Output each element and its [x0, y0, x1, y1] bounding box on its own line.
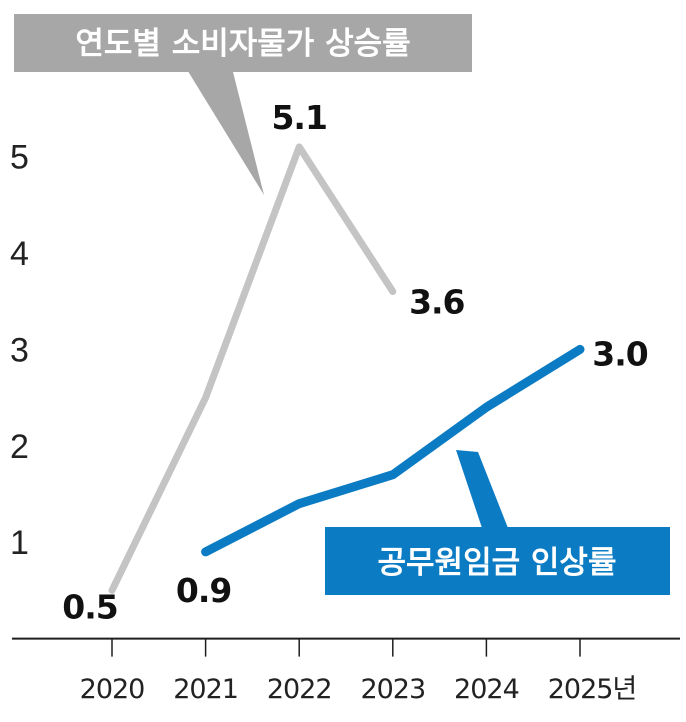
legend-label-civil-servant-wage: 공무원임금 인상률 [378, 545, 617, 581]
y-tick-label: 4 [10, 235, 29, 273]
legend-box-consumer-price [14, 14, 472, 72]
legend-box-civil-servant-wage [325, 527, 670, 595]
callout-pointer [456, 450, 508, 528]
x-tick-label: 2020 [80, 674, 145, 705]
data-label: 3.0 [592, 334, 647, 373]
y-tick-label: 5 [10, 139, 29, 177]
x-tick-label: 2025년 [548, 674, 637, 705]
series-line-civil-servant-wage [201, 344, 585, 557]
data-label: 5.1 [271, 98, 326, 137]
legend-label-consumer-price: 연도별 소비자물가 상승률 [75, 26, 410, 62]
x-tick-label: 2023 [360, 674, 425, 705]
y-tick-label: 1 [10, 524, 29, 562]
x-tick-label: 2021 [173, 674, 238, 705]
x-tick-label: 2022 [267, 674, 332, 705]
y-tick-label: 2 [10, 428, 29, 466]
series-line-consumer-price [108, 143, 397, 594]
axis-layer [12, 637, 680, 657]
callout-pointer [186, 68, 264, 195]
x-tick-label: 2024 [454, 674, 519, 705]
data-label-layer: 0.5 5.1 3.6 0.9 3.0 [62, 98, 648, 626]
y-tick-label: 3 [10, 331, 29, 369]
data-label: 3.6 [409, 283, 464, 322]
data-label: 0.9 [176, 571, 231, 610]
series-layer [108, 143, 585, 594]
data-label: 0.5 [62, 587, 117, 626]
tick-layer: 2020 2021 2022 2023 2024 2025년 1 2 3 4 5 [10, 139, 637, 705]
